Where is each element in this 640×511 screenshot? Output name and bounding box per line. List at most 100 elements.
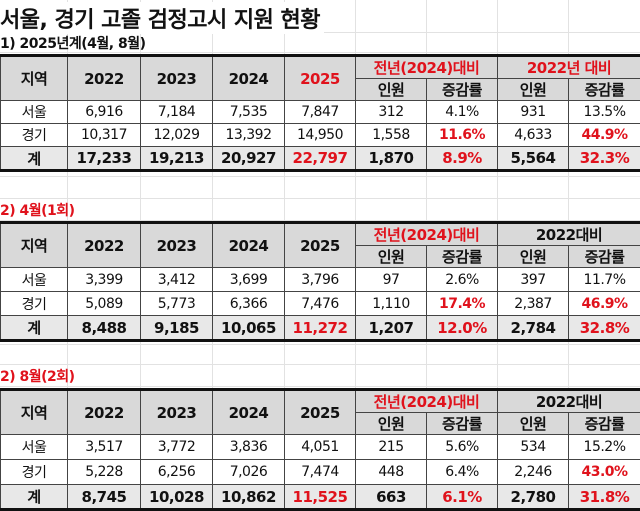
value-cell[interactable]: 4.1% bbox=[427, 101, 498, 124]
header-subcolumn[interactable]: 증감률 bbox=[427, 246, 498, 268]
value-cell[interactable]: 6,256 bbox=[141, 460, 213, 485]
value-cell[interactable]: 7,535 bbox=[213, 101, 285, 124]
header-subcolumn[interactable]: 인원 bbox=[498, 246, 569, 268]
value-cell[interactable]: 31.8% bbox=[569, 485, 640, 510]
value-cell[interactable]: 11,272 bbox=[285, 316, 356, 341]
header-subcolumn[interactable]: 인원 bbox=[356, 413, 427, 435]
header-group-prev-year[interactable]: 전년(2024)대비 bbox=[356, 56, 498, 79]
header-group-2022[interactable]: 2022년 대비 bbox=[498, 56, 640, 79]
header-subcolumn[interactable]: 증감률 bbox=[427, 413, 498, 435]
header-year[interactable]: 2025 bbox=[285, 223, 356, 268]
value-cell[interactable]: 6.1% bbox=[427, 485, 498, 510]
value-cell[interactable]: 9,185 bbox=[141, 316, 213, 341]
value-cell[interactable]: 4,633 bbox=[498, 124, 569, 147]
value-cell[interactable]: 14,950 bbox=[285, 124, 356, 147]
value-cell[interactable]: 17.4% bbox=[427, 292, 498, 316]
region-cell[interactable]: 계 bbox=[1, 147, 68, 171]
value-cell[interactable]: 5,773 bbox=[141, 292, 213, 316]
value-cell[interactable]: 8,488 bbox=[68, 316, 141, 341]
value-cell[interactable]: 448 bbox=[356, 460, 427, 485]
value-cell[interactable]: 10,862 bbox=[213, 485, 285, 510]
header-subcolumn[interactable]: 증감률 bbox=[569, 79, 640, 101]
value-cell[interactable]: 3,796 bbox=[285, 268, 356, 292]
region-cell[interactable]: 경기 bbox=[1, 460, 68, 485]
value-cell[interactable]: 20,927 bbox=[213, 147, 285, 171]
value-cell[interactable]: 19,213 bbox=[141, 147, 213, 171]
header-year[interactable]: 2024 bbox=[213, 223, 285, 268]
value-cell[interactable]: 11.6% bbox=[427, 124, 498, 147]
header-subcolumn[interactable]: 인원 bbox=[498, 79, 569, 101]
value-cell[interactable]: 397 bbox=[498, 268, 569, 292]
value-cell[interactable]: 10,065 bbox=[213, 316, 285, 341]
header-year[interactable]: 2023 bbox=[141, 390, 213, 435]
value-cell[interactable]: 43.0% bbox=[569, 460, 640, 485]
header-group-2022[interactable]: 2022대비 bbox=[498, 390, 640, 413]
value-cell[interactable]: 3,399 bbox=[68, 268, 141, 292]
value-cell[interactable]: 15.2% bbox=[569, 435, 640, 460]
header-subcolumn[interactable]: 인원 bbox=[356, 246, 427, 268]
value-cell[interactable]: 663 bbox=[356, 485, 427, 510]
region-cell[interactable]: 경기 bbox=[1, 292, 68, 316]
value-cell[interactable]: 1,558 bbox=[356, 124, 427, 147]
value-cell[interactable]: 1,870 bbox=[356, 147, 427, 171]
header-year[interactable]: 2025 bbox=[285, 390, 356, 435]
value-cell[interactable]: 215 bbox=[356, 435, 427, 460]
value-cell[interactable]: 11.7% bbox=[569, 268, 640, 292]
value-cell[interactable]: 2,784 bbox=[498, 316, 569, 341]
header-year[interactable]: 2022 bbox=[68, 56, 141, 101]
value-cell[interactable]: 32.8% bbox=[569, 316, 640, 341]
header-year[interactable]: 2024 bbox=[213, 390, 285, 435]
value-cell[interactable]: 22,797 bbox=[285, 147, 356, 171]
header-group-prev-year[interactable]: 전년(2024)대비 bbox=[356, 390, 498, 413]
header-year[interactable]: 2022 bbox=[68, 390, 141, 435]
header-group-prev-year[interactable]: 전년(2024)대비 bbox=[356, 223, 498, 246]
value-cell[interactable]: 4,051 bbox=[285, 435, 356, 460]
value-cell[interactable]: 32.3% bbox=[569, 147, 640, 171]
region-cell[interactable]: 경기 bbox=[1, 124, 68, 147]
value-cell[interactable]: 6.4% bbox=[427, 460, 498, 485]
header-region[interactable]: 지역 bbox=[1, 390, 68, 435]
value-cell[interactable]: 5,228 bbox=[68, 460, 141, 485]
header-year[interactable]: 2025 bbox=[285, 56, 356, 101]
header-subcolumn[interactable]: 증감률 bbox=[569, 413, 640, 435]
value-cell[interactable]: 11,525 bbox=[285, 485, 356, 510]
value-cell[interactable]: 46.9% bbox=[569, 292, 640, 316]
value-cell[interactable]: 5,089 bbox=[68, 292, 141, 316]
value-cell[interactable]: 2,246 bbox=[498, 460, 569, 485]
header-region[interactable]: 지역 bbox=[1, 223, 68, 268]
header-subcolumn[interactable]: 증감률 bbox=[427, 79, 498, 101]
header-year[interactable]: 2023 bbox=[141, 56, 213, 101]
value-cell[interactable]: 7,474 bbox=[285, 460, 356, 485]
header-group-2022[interactable]: 2022대비 bbox=[498, 223, 640, 246]
value-cell[interactable]: 1,207 bbox=[356, 316, 427, 341]
value-cell[interactable]: 2.6% bbox=[427, 268, 498, 292]
header-subcolumn[interactable]: 증감률 bbox=[569, 246, 640, 268]
value-cell[interactable]: 12.0% bbox=[427, 316, 498, 341]
value-cell[interactable]: 534 bbox=[498, 435, 569, 460]
region-cell[interactable]: 서울 bbox=[1, 268, 68, 292]
value-cell[interactable]: 6,916 bbox=[68, 101, 141, 124]
value-cell[interactable]: 931 bbox=[498, 101, 569, 124]
value-cell[interactable]: 8,745 bbox=[68, 485, 141, 510]
value-cell[interactable]: 97 bbox=[356, 268, 427, 292]
header-subcolumn[interactable]: 인원 bbox=[498, 413, 569, 435]
value-cell[interactable]: 7,476 bbox=[285, 292, 356, 316]
region-cell[interactable]: 서울 bbox=[1, 435, 68, 460]
value-cell[interactable]: 17,233 bbox=[68, 147, 141, 171]
header-year[interactable]: 2023 bbox=[141, 223, 213, 268]
region-cell[interactable]: 계 bbox=[1, 485, 68, 510]
value-cell[interactable]: 10,028 bbox=[141, 485, 213, 510]
value-cell[interactable]: 7,026 bbox=[213, 460, 285, 485]
value-cell[interactable]: 8.9% bbox=[427, 147, 498, 171]
value-cell[interactable]: 7,847 bbox=[285, 101, 356, 124]
value-cell[interactable]: 44.9% bbox=[569, 124, 640, 147]
value-cell[interactable]: 3,836 bbox=[213, 435, 285, 460]
value-cell[interactable]: 3,517 bbox=[68, 435, 141, 460]
value-cell[interactable]: 2,780 bbox=[498, 485, 569, 510]
value-cell[interactable]: 12,029 bbox=[141, 124, 213, 147]
region-cell[interactable]: 서울 bbox=[1, 101, 68, 124]
value-cell[interactable]: 6,366 bbox=[213, 292, 285, 316]
value-cell[interactable]: 5,564 bbox=[498, 147, 569, 171]
value-cell[interactable]: 5.6% bbox=[427, 435, 498, 460]
region-cell[interactable]: 계 bbox=[1, 316, 68, 341]
